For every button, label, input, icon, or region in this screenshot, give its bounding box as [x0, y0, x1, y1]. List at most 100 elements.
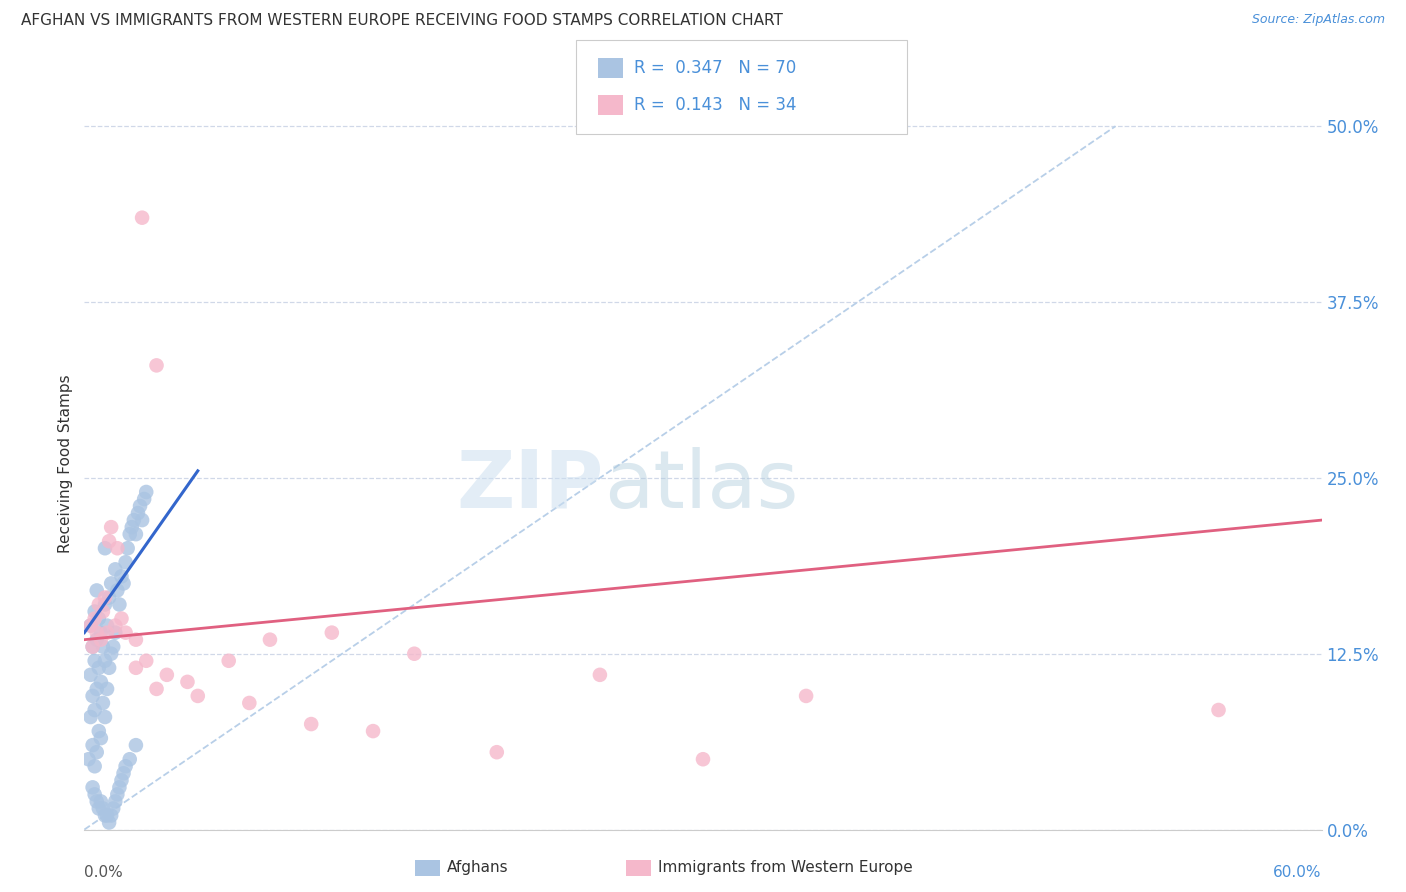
Point: [176, 674, 198, 689]
Point: [96, 681, 118, 696]
Point: [110, 773, 132, 788]
Point: [94, 591, 117, 605]
Point: [122, 513, 145, 527]
Point: [90, 731, 112, 746]
Point: [110, 569, 132, 583]
Point: [110, 611, 132, 625]
Point: [94, 808, 117, 822]
Point: [86, 681, 108, 696]
Point: [134, 491, 156, 506]
Point: [90, 674, 112, 689]
Point: [127, 506, 149, 520]
Point: [87, 598, 110, 612]
Point: [238, 696, 260, 710]
Point: [108, 598, 131, 612]
Point: [86, 583, 108, 598]
Point: [112, 576, 135, 591]
Point: [118, 527, 141, 541]
Text: R =  0.347   N = 70: R = 0.347 N = 70: [634, 59, 796, 77]
Point: [135, 485, 157, 500]
Point: [90, 632, 112, 647]
Point: [82, 689, 104, 703]
Point: [94, 710, 117, 724]
Point: [82, 738, 104, 752]
Point: [87, 801, 110, 815]
Point: [299, 717, 322, 731]
Text: Afghans: Afghans: [447, 861, 509, 875]
Point: [105, 788, 128, 802]
Point: [82, 780, 104, 795]
Point: [94, 541, 117, 556]
Point: [98, 591, 121, 605]
Point: [77, 752, 100, 766]
Point: [104, 562, 127, 576]
Point: [794, 689, 817, 703]
Point: [98, 661, 121, 675]
Point: [83, 654, 105, 668]
Point: [404, 647, 426, 661]
Point: [90, 625, 112, 640]
Point: [103, 640, 125, 654]
Point: [145, 681, 167, 696]
Point: [321, 625, 343, 640]
Point: [145, 359, 167, 373]
Point: [103, 801, 125, 815]
Point: [79, 618, 101, 632]
Point: [105, 541, 128, 556]
Y-axis label: Receiving Food Stamps: Receiving Food Stamps: [58, 375, 73, 553]
Point: [114, 759, 136, 773]
Point: [114, 555, 136, 569]
Point: [91, 801, 114, 815]
Point: [100, 647, 122, 661]
Point: [361, 724, 384, 739]
Point: [98, 815, 121, 830]
Text: R =  0.143   N = 34: R = 0.143 N = 34: [634, 96, 797, 114]
Point: [125, 527, 148, 541]
Point: [100, 520, 122, 534]
Point: [87, 661, 110, 675]
Point: [87, 724, 110, 739]
Point: [485, 745, 508, 759]
Point: [118, 752, 141, 766]
Point: [87, 611, 110, 625]
Point: [86, 745, 108, 759]
Point: [125, 632, 148, 647]
Point: [86, 794, 108, 808]
Point: [125, 661, 148, 675]
Point: [83, 788, 105, 802]
Point: [129, 499, 152, 513]
Point: [94, 598, 117, 612]
Point: [135, 654, 157, 668]
Point: [105, 583, 128, 598]
Point: [91, 605, 114, 619]
Point: [156, 668, 179, 682]
Point: [589, 668, 612, 682]
Point: [114, 625, 136, 640]
Point: [79, 710, 101, 724]
Point: [96, 808, 118, 822]
Point: [112, 766, 135, 780]
Point: [1208, 703, 1230, 717]
Point: [100, 576, 122, 591]
Point: [83, 611, 105, 625]
Text: atlas: atlas: [605, 447, 799, 524]
Point: [90, 794, 112, 808]
Point: [108, 780, 131, 795]
Text: ZIP: ZIP: [457, 447, 605, 524]
Point: [131, 513, 153, 527]
Point: [96, 625, 118, 640]
Point: [83, 703, 105, 717]
Point: [86, 625, 108, 640]
Text: Source: ZipAtlas.com: Source: ZipAtlas.com: [1251, 13, 1385, 27]
Point: [79, 618, 101, 632]
Point: [104, 794, 127, 808]
Text: 60.0%: 60.0%: [1274, 864, 1322, 880]
Point: [98, 534, 121, 549]
Text: Immigrants from Western Europe: Immigrants from Western Europe: [658, 861, 912, 875]
Point: [218, 654, 240, 668]
Point: [104, 625, 127, 640]
Point: [82, 640, 104, 654]
Point: [96, 618, 118, 632]
Point: [125, 738, 148, 752]
Point: [259, 632, 281, 647]
